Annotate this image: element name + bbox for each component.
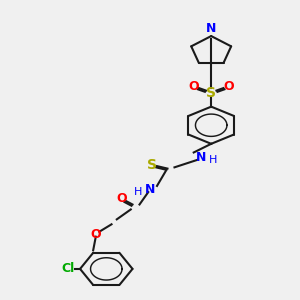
Text: Cl: Cl: [61, 262, 75, 275]
Text: N: N: [145, 183, 155, 196]
Text: S: S: [206, 86, 216, 100]
Text: N: N: [196, 151, 206, 164]
Text: N: N: [206, 22, 216, 35]
Text: H: H: [134, 187, 142, 197]
Text: O: O: [91, 228, 101, 241]
Text: S: S: [147, 158, 157, 172]
Text: O: O: [117, 192, 127, 205]
Text: O: O: [224, 80, 234, 93]
Text: H: H: [209, 155, 217, 165]
Text: O: O: [188, 80, 199, 93]
